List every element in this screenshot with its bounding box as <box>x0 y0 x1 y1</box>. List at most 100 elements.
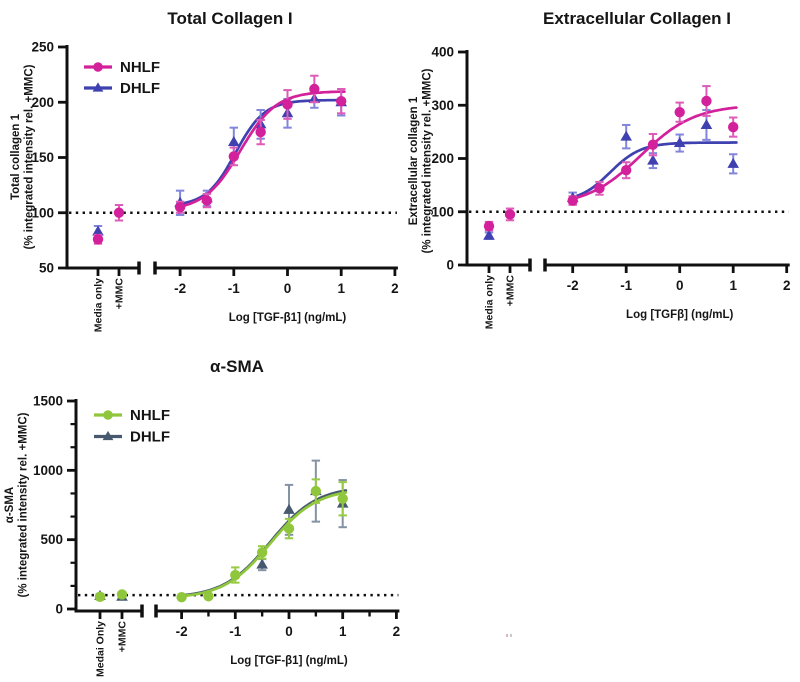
legend-marker-dhlf <box>92 82 104 92</box>
category-label: Media only <box>93 278 105 332</box>
x-tick-label: -1 <box>620 278 632 293</box>
data-point-nhlf <box>728 121 739 133</box>
y-tick-label: 500 <box>40 532 63 547</box>
data-point-dhlf <box>620 130 632 141</box>
y-axis-label-line2: (% integrated intensity rel. +MMC) <box>18 412 30 597</box>
x-tick-label: 1 <box>337 281 345 296</box>
chart-title: α-SMA <box>210 357 264 376</box>
category-label: Media only <box>484 275 496 329</box>
x-tick-label: -1 <box>228 281 240 296</box>
fit-curve-dhlf <box>180 489 348 597</box>
data-point-nhlf <box>283 523 295 534</box>
y-tick-label: 0 <box>55 602 63 617</box>
y-tick-label: 100 <box>31 205 54 220</box>
y-axis-label-line2: (% integrated intensity rel. +MMC) <box>24 64 36 249</box>
data-point-nhlf <box>116 589 128 600</box>
legend-marker-dhlf <box>102 430 114 441</box>
legend-label-nhlf: NHLF <box>130 407 170 424</box>
chart-title: Total Collagen I <box>167 9 292 28</box>
data-point-nhlf <box>567 195 578 206</box>
data-point-dhlf <box>727 157 739 168</box>
category-label: +MMC <box>505 275 517 307</box>
legend-marker-nhlf <box>93 62 103 72</box>
data-point-nhlf <box>621 165 632 176</box>
data-point-nhlf <box>504 209 516 220</box>
category-label: Medai Only <box>95 621 107 677</box>
data-point-nhlf <box>674 106 685 118</box>
data-point-nhlf <box>310 485 322 497</box>
data-point-dhlf <box>483 229 495 240</box>
data-point-dhlf <box>673 137 686 148</box>
fit-curve-dhlf <box>178 98 346 206</box>
data-point-nhlf <box>336 95 347 107</box>
x-tick-label: 2 <box>391 281 399 296</box>
y-tick-label: 150 <box>31 150 54 165</box>
x-tick-label: -2 <box>567 278 579 293</box>
y-tick-label: 100 <box>431 204 454 219</box>
data-point-nhlf <box>594 183 605 194</box>
x-tick-label: 2 <box>783 278 791 293</box>
y-axis-label-line1: α-SMA <box>4 487 16 523</box>
x-tick-label: 0 <box>676 278 684 293</box>
data-point-nhlf <box>176 592 187 603</box>
data-point-dhlf <box>92 225 104 236</box>
y-axis-label-line1: Total collagen 1 <box>10 113 22 200</box>
y-tick-label: 200 <box>431 151 454 166</box>
x-axis-label: Log [TGF-β1] (ng/mL) <box>229 312 347 324</box>
data-point-nhlf <box>309 83 320 95</box>
y-tick-label: 1500 <box>33 394 63 409</box>
data-point-dhlf <box>647 154 659 165</box>
y-tick-label: 0 <box>446 258 454 273</box>
legend-label-dhlf: DHLF <box>120 80 160 97</box>
x-tick-label: 2 <box>393 624 401 639</box>
x-tick-label: 0 <box>285 624 293 639</box>
data-point-nhlf <box>92 234 104 245</box>
data-point-dhlf <box>700 118 713 129</box>
x-tick-label: -2 <box>176 624 188 639</box>
data-point-nhlf <box>113 207 125 218</box>
category-label: +MMC <box>114 278 126 310</box>
fit-curve-nhlf <box>180 491 348 598</box>
data-point-nhlf <box>94 591 106 602</box>
data-point-nhlf <box>701 95 712 107</box>
data-point-nhlf <box>230 569 241 581</box>
y-axis-label-line1: Extracellular collagen 1 <box>408 96 420 225</box>
data-point-nhlf <box>228 151 239 162</box>
data-point-nhlf <box>337 493 348 504</box>
y-tick-label: 300 <box>431 98 454 113</box>
data-point-dhlf <box>256 558 268 569</box>
data-point-dhlf <box>228 136 240 147</box>
stray-artifact <box>506 634 513 638</box>
data-point-nhlf <box>256 547 268 558</box>
x-axis-label: Log [TGF-β1] (ng/mL) <box>230 655 348 667</box>
data-point-nhlf <box>203 591 214 602</box>
data-point-nhlf <box>647 139 659 150</box>
legend-marker-nhlf <box>103 410 113 420</box>
fit-curve-nhlf <box>178 90 346 208</box>
x-tick-label: -1 <box>229 624 241 639</box>
data-point-nhlf <box>483 220 495 232</box>
y-tick-label: 250 <box>31 40 54 55</box>
data-point-nhlf <box>282 99 293 110</box>
x-tick-label: 1 <box>729 278 737 293</box>
data-point-nhlf <box>201 195 213 206</box>
y-tick-label: 1000 <box>33 463 63 478</box>
legend-label-nhlf: NHLF <box>120 59 160 76</box>
legend-label-dhlf: DHLF <box>130 429 170 446</box>
y-axis-label-line2: (% integrated intensity rel. +MMC) <box>422 68 434 253</box>
x-tick-label: 0 <box>284 281 292 296</box>
category-label: +MMC <box>117 621 129 653</box>
x-axis-label: Log [TGFβ] (ng/mL) <box>626 309 733 321</box>
chart-extracellular-collagen-i: Extracellular Collagen I 0 100 200 300 400 Med… <box>408 9 790 329</box>
chart-title: Extracellular Collagen I <box>543 9 731 28</box>
chart-total-collagen-i: Total Collagen I 50 100 150 200 250 Media only… <box>10 9 399 332</box>
data-point-nhlf <box>255 126 266 138</box>
data-point-nhlf <box>174 202 186 213</box>
y-tick-label: 50 <box>39 261 54 276</box>
chart-alpha-sma: α-SMA 0 500 1000 1500 Medai Only +MMC -2 -1 0 1 2 Lo… <box>4 357 400 677</box>
y-tick-label: 400 <box>431 45 454 60</box>
x-tick-label: 1 <box>339 624 347 639</box>
y-tick-label: 200 <box>31 95 54 110</box>
